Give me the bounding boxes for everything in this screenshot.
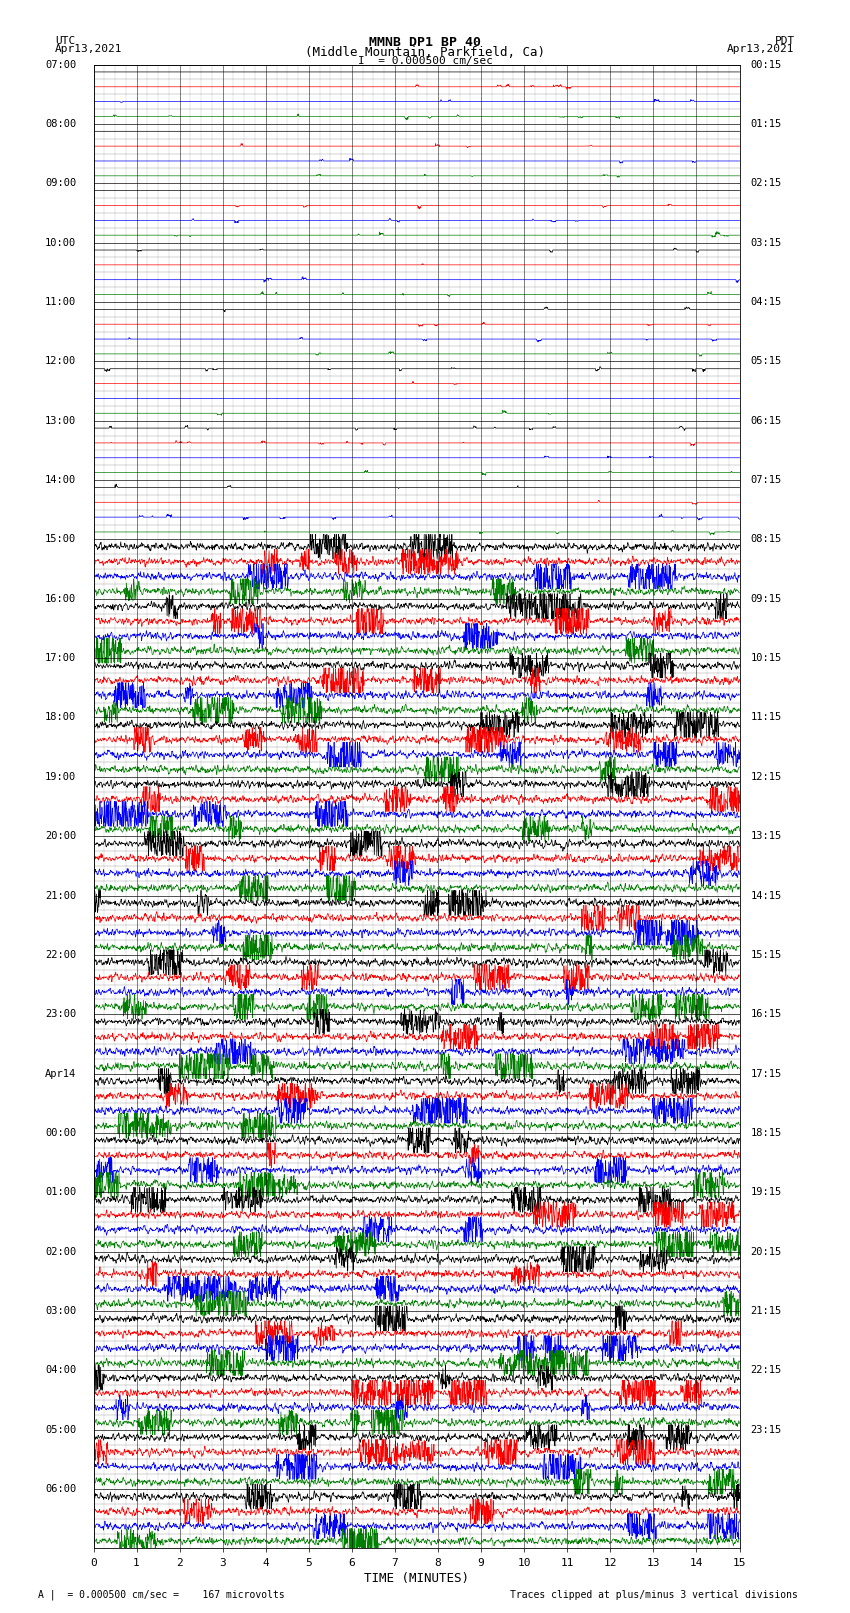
Text: (Middle Mountain, Parkfield, Ca): (Middle Mountain, Parkfield, Ca) — [305, 45, 545, 60]
Text: 17:15: 17:15 — [751, 1069, 781, 1079]
Text: 06:15: 06:15 — [751, 416, 781, 426]
Text: 07:00: 07:00 — [45, 60, 76, 69]
Text: A |  = 0.000500 cm/sec =    167 microvolts: A | = 0.000500 cm/sec = 167 microvolts — [38, 1589, 285, 1600]
Text: 10:15: 10:15 — [751, 653, 781, 663]
Text: I  = 0.000500 cm/sec: I = 0.000500 cm/sec — [358, 56, 492, 66]
X-axis label: TIME (MINUTES): TIME (MINUTES) — [364, 1571, 469, 1584]
Text: 05:15: 05:15 — [751, 356, 781, 366]
Text: 12:00: 12:00 — [45, 356, 76, 366]
Text: 08:15: 08:15 — [751, 534, 781, 544]
Text: 16:15: 16:15 — [751, 1010, 781, 1019]
Text: PDT: PDT — [774, 37, 795, 47]
Text: 13:15: 13:15 — [751, 831, 781, 840]
Text: 14:00: 14:00 — [45, 476, 76, 486]
Text: 21:00: 21:00 — [45, 890, 76, 900]
Text: 17:00: 17:00 — [45, 653, 76, 663]
Text: 02:15: 02:15 — [751, 179, 781, 189]
Text: MMNB DP1 BP 40: MMNB DP1 BP 40 — [369, 37, 481, 50]
Text: 22:00: 22:00 — [45, 950, 76, 960]
Text: 00:00: 00:00 — [45, 1127, 76, 1137]
Text: 15:15: 15:15 — [751, 950, 781, 960]
Text: 10:00: 10:00 — [45, 237, 76, 247]
Text: 16:00: 16:00 — [45, 594, 76, 603]
Text: 05:00: 05:00 — [45, 1424, 76, 1434]
Text: 01:15: 01:15 — [751, 119, 781, 129]
Text: 00:15: 00:15 — [751, 60, 781, 69]
Text: 20:15: 20:15 — [751, 1247, 781, 1257]
Text: 01:00: 01:00 — [45, 1187, 76, 1197]
Text: 04:15: 04:15 — [751, 297, 781, 306]
Text: 23:15: 23:15 — [751, 1424, 781, 1434]
Text: 03:15: 03:15 — [751, 237, 781, 247]
Text: 15:00: 15:00 — [45, 534, 76, 544]
Text: 07:15: 07:15 — [751, 476, 781, 486]
Text: UTC: UTC — [55, 37, 76, 47]
Text: Apr13,2021: Apr13,2021 — [728, 44, 795, 55]
Text: 19:00: 19:00 — [45, 773, 76, 782]
Text: 18:00: 18:00 — [45, 713, 76, 723]
Text: 09:15: 09:15 — [751, 594, 781, 603]
Text: 12:15: 12:15 — [751, 773, 781, 782]
Text: Traces clipped at plus/minus 3 vertical divisions: Traces clipped at plus/minus 3 vertical … — [510, 1590, 798, 1600]
Text: 20:00: 20:00 — [45, 831, 76, 840]
Text: 18:15: 18:15 — [751, 1127, 781, 1137]
Text: 02:00: 02:00 — [45, 1247, 76, 1257]
Text: 04:00: 04:00 — [45, 1366, 76, 1376]
Text: 23:00: 23:00 — [45, 1010, 76, 1019]
Text: Apr13,2021: Apr13,2021 — [55, 44, 122, 55]
Text: 22:15: 22:15 — [751, 1366, 781, 1376]
Text: 06:00: 06:00 — [45, 1484, 76, 1494]
Text: 11:15: 11:15 — [751, 713, 781, 723]
Text: 11:00: 11:00 — [45, 297, 76, 306]
Text: 14:15: 14:15 — [751, 890, 781, 900]
Text: 09:00: 09:00 — [45, 179, 76, 189]
Text: 03:00: 03:00 — [45, 1307, 76, 1316]
Text: 21:15: 21:15 — [751, 1307, 781, 1316]
Text: 19:15: 19:15 — [751, 1187, 781, 1197]
Text: 08:00: 08:00 — [45, 119, 76, 129]
Text: 13:00: 13:00 — [45, 416, 76, 426]
Text: Apr14: Apr14 — [45, 1069, 76, 1079]
